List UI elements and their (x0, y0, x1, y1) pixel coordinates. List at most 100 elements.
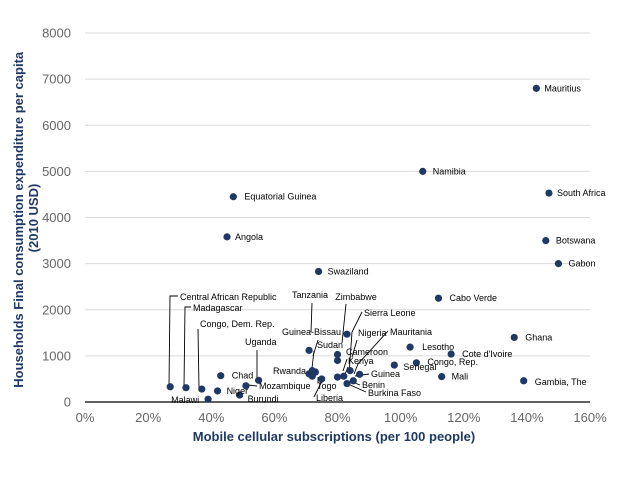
label-equatorial-guinea: Equatorial Guinea (244, 192, 316, 202)
label-liberia: Liberia (316, 393, 343, 403)
label-cabo-verde: Cabo Verde (450, 293, 498, 303)
label-kenya: Kenya (348, 356, 374, 366)
label-nigeria: Nigeria (358, 328, 387, 338)
leader-line-nigeria (351, 339, 358, 358)
leader-line-cameroon (342, 358, 348, 372)
point-uganda (254, 376, 263, 384)
x-tick-label: 140% (510, 410, 544, 425)
label-swaziland: Swaziland (328, 266, 369, 276)
x-tick-label: 120% (447, 410, 481, 425)
label-niger: Niger (227, 386, 249, 396)
leader-line-zimbabwe (341, 303, 347, 344)
label-uganda: Uganda (245, 337, 277, 347)
label-central-african-republic: Central African Republic (180, 292, 277, 302)
point-burundi (236, 391, 244, 399)
point-guinea (333, 373, 342, 381)
point-benin (349, 377, 357, 385)
label-burundi: Burundi (248, 394, 279, 404)
y-tick-label: 6000 (42, 118, 71, 133)
point-malawi (204, 395, 212, 403)
label-rwanda: Rwanda (273, 366, 306, 376)
label-mozambique: Mozambique (259, 381, 311, 391)
point-cabo-verde (434, 294, 443, 302)
label-togo: Togo (317, 381, 337, 391)
label-gambia-the: Gambia, The (535, 377, 587, 387)
point-mozambique (242, 382, 250, 390)
x-tick-label: 20% (135, 410, 161, 425)
x-tick-label: 40% (198, 410, 224, 425)
leader-line-mauritania (353, 330, 389, 375)
label-botswana: Botswana (556, 236, 596, 246)
y-tick-label: 3000 (42, 256, 71, 271)
y-tick-label: 5000 (42, 164, 71, 179)
point-mauritania (346, 367, 354, 375)
label-angola: Angola (235, 232, 263, 242)
label-mali: Mali (452, 372, 469, 382)
label-guinea-bissau: Guinea-Bissau (282, 327, 341, 337)
y-tick-label: 7000 (42, 72, 71, 87)
data-points (166, 84, 563, 403)
x-tick-label: 80% (324, 410, 350, 425)
point-niger (213, 387, 222, 395)
point-liberia (308, 372, 316, 380)
label-zimbabwe: Zimbabwe (335, 292, 377, 302)
leader-line-congo-dem-rep (197, 328, 200, 389)
label-benin: Benin (362, 380, 385, 390)
point-lesotho (406, 343, 414, 351)
label-guinea: Guinea (371, 369, 400, 379)
x-axis-title: Mobile cellular subscriptions (per 100 p… (193, 429, 475, 444)
y-tick-label: 4000 (42, 210, 71, 225)
x-tick-label: 160% (573, 410, 607, 425)
label-malawi: Malawi (171, 395, 199, 405)
label-burkina-faso: Burkina Faso (368, 388, 421, 398)
point-nigeria (343, 330, 351, 338)
label-mauritius: Mauritius (544, 83, 581, 93)
point-botswana (542, 236, 550, 245)
point-central-african-republic (166, 383, 174, 391)
label-sudan: Sudan (317, 340, 343, 350)
axes: 0 1000 2000 3000 4000 5000 6000 7000 8000 0% 20% 40… (42, 26, 607, 426)
label-sierra-leone: Sierra Leone (364, 308, 416, 318)
x-tick-label: 0% (76, 410, 95, 425)
point-ghana (510, 333, 518, 342)
label-chad: Chad (232, 371, 254, 381)
label-congo-rep: Congo, Rep. (427, 357, 478, 367)
point-mali (438, 373, 446, 381)
label-madagascar: Madagascar (193, 303, 243, 313)
label-namibia: Namibia (433, 166, 466, 176)
point-gabon (554, 260, 563, 268)
point-togo (318, 375, 326, 383)
point-zimbabwe (333, 350, 342, 359)
point-swaziland (314, 267, 323, 276)
point-labels: Mauritius Namibia South Africa Equatorial G… (171, 83, 605, 405)
point-congo-dem-rep (198, 385, 206, 393)
y-tick-label: 0 (64, 395, 71, 410)
point-cameroon (333, 356, 342, 365)
leader-line-burkina-faso (347, 383, 367, 393)
label-gabon: Gabon (568, 259, 595, 269)
y-axis-title: Households Final consumption expenditure… (11, 48, 41, 388)
point-cote-d-ivoire (447, 350, 455, 358)
leader-line-tanzania (310, 302, 313, 333)
label-lesotho: Lesotho (422, 342, 454, 352)
point-namibia (419, 167, 427, 175)
point-madagascar (182, 384, 190, 392)
label-cameroon: Cameroon (346, 347, 388, 357)
y-tick-label: 1000 (42, 348, 71, 363)
point-sierra-leone (355, 370, 364, 378)
leader-line-liberia (313, 380, 323, 398)
label-senegal: Senegal (403, 362, 436, 372)
point-equatorial-guinea (229, 193, 237, 201)
point-kenya (340, 372, 348, 380)
point-gambia-the (520, 377, 528, 385)
gridlines (85, 32, 590, 357)
y-tick-label: 8000 (42, 26, 71, 41)
leader-line-sudan (311, 350, 315, 369)
point-senegal (390, 361, 398, 369)
label-cote-d-ivoire: Cote d'Ivoire (462, 349, 512, 359)
point-tanzania (305, 346, 313, 354)
leader-line-madagascar (183, 306, 191, 388)
x-tick-label: 60% (261, 410, 287, 425)
